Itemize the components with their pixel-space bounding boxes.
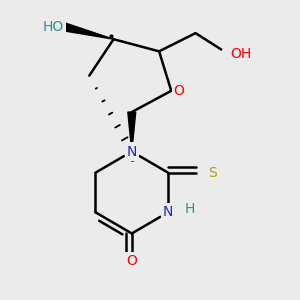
Text: O: O: [174, 84, 184, 98]
Text: N: N: [127, 145, 137, 158]
Text: S: S: [208, 166, 217, 180]
Text: H: H: [185, 202, 195, 216]
Text: O: O: [126, 254, 137, 268]
Text: OH: OH: [230, 47, 252, 61]
Polygon shape: [64, 23, 114, 39]
Polygon shape: [128, 112, 136, 152]
Text: N: N: [163, 205, 173, 219]
Text: HO: HO: [42, 20, 64, 34]
